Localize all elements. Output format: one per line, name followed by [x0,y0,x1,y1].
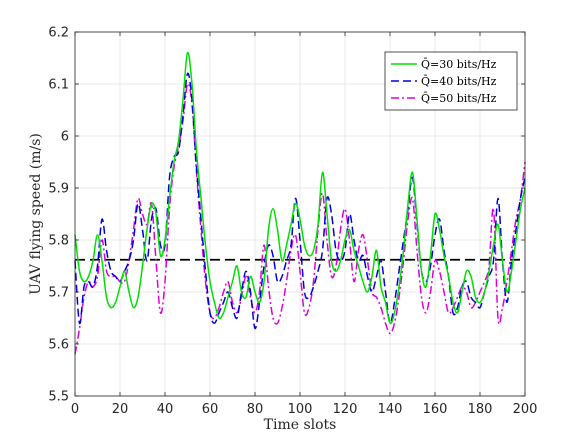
x-tick-label: 0 [71,402,79,417]
legend-label-3: Q̄=50 bits/Hz [421,92,497,105]
legend-label-1: Q̄=30 bits/Hz [421,58,497,71]
series-lines [74,51,526,355]
x-tick-labels: 0 20 40 60 80 100 120 140 160 180 200 [71,402,538,417]
x-tick-label: 40 [157,402,174,417]
y-axis-label: UAV flying speed (m/s) [28,133,44,295]
y-tick-label: 6.2 [48,26,69,41]
axis-ticks [74,31,526,397]
y-tick-label: 5.5 [48,390,69,405]
x-tick-label: 80 [247,402,264,417]
series-line-1 [74,51,526,325]
x-axis-label: Time slots [264,417,337,433]
x-tick-label: 160 [423,402,448,417]
x-tick-label: 180 [468,402,493,417]
x-tick-label: 60 [202,402,219,417]
x-tick-label: 140 [378,402,403,417]
y-tick-label: 5.7 [48,286,69,301]
y-tick-labels: 5.5 5.6 5.7 5.8 5.9 6 6.1 6.2 [48,26,69,405]
x-tick-label: 100 [288,402,313,417]
x-tick-label: 120 [333,402,358,417]
y-tick-label: 5.6 [48,338,69,353]
y-tick-label: 6 [61,130,69,145]
legend-label-2: Q̄=40 bits/Hz [421,75,497,88]
x-tick-label: 20 [112,402,129,417]
y-tick-label: 5.9 [48,182,69,197]
legend: Q̄=30 bits/Hz Q̄=40 bits/Hz Q̄=50 bits/Hz [384,51,518,111]
series-line-3 [74,82,526,355]
y-tick-label: 5.8 [48,234,69,249]
x-tick-label: 200 [513,402,538,417]
y-tick-label: 6.1 [48,78,69,93]
